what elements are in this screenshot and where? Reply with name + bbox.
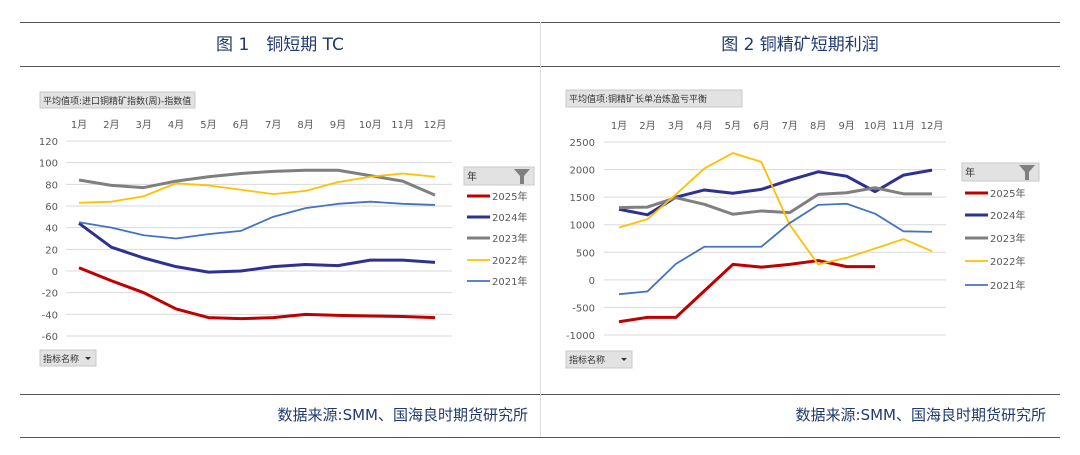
field-button[interactable] <box>39 91 196 109</box>
dropdown-arrow-icon[interactable] <box>621 358 627 361</box>
field-button-label: 平均值项:铜精矿长单冶炼盈亏平衡 <box>569 93 707 105</box>
y-tick-label: 120 <box>39 137 58 148</box>
series-line-2025年 <box>618 259 876 324</box>
x-tick-label: 9月 <box>330 119 346 131</box>
x-tick-label: 12月 <box>921 120 944 132</box>
y-tick-label: -40 <box>42 310 58 321</box>
y-tick-label: -1000 <box>566 331 595 342</box>
series-line-2024年 <box>78 222 436 274</box>
x-tick-label: 6月 <box>753 120 769 132</box>
y-tick-label: -60 <box>42 332 58 343</box>
y-tick-label: 100 <box>39 159 58 170</box>
y-tick-label: 0 <box>52 267 58 278</box>
legend-item-label: 2025年 <box>990 187 1025 200</box>
legend-title: 年 <box>965 166 975 179</box>
row-filter-button[interactable] <box>39 349 97 367</box>
filter-icon[interactable] <box>1019 165 1035 180</box>
series-line-2021年 <box>78 200 436 240</box>
legend-title: 年 <box>467 170 477 183</box>
x-tick-label: 1月 <box>611 120 627 132</box>
series-line-2025年 <box>78 266 436 321</box>
y-tick-label: 0 <box>589 276 595 287</box>
y-tick-label: 500 <box>576 248 595 259</box>
x-tick-label: 7月 <box>265 119 281 131</box>
field-button-label: 平均值项:进口铜精矿指数(周)-指数值 <box>43 95 191 107</box>
series-line-2022年 <box>618 152 933 266</box>
legend-filter-button[interactable] <box>961 162 1040 182</box>
row-filter-button[interactable] <box>565 350 633 369</box>
x-tick-label: 8月 <box>810 120 826 132</box>
x-tick-label: 3月 <box>136 119 152 131</box>
y-tick-label: 2500 <box>570 138 595 149</box>
x-tick-label: 10月 <box>864 120 887 132</box>
field-button[interactable] <box>565 89 743 108</box>
y-tick-label: 1500 <box>570 193 595 204</box>
filter-icon[interactable] <box>514 169 530 184</box>
y-tick-label: 80 <box>45 180 58 191</box>
legend-item-label: 2024年 <box>990 209 1025 222</box>
x-tick-label: 5月 <box>725 120 741 132</box>
legend-item-label: 2021年 <box>492 275 527 288</box>
x-tick-label: 4月 <box>168 119 184 131</box>
legend-item-label: 2023年 <box>990 232 1025 245</box>
panel-divider <box>540 22 541 437</box>
legend-item-label: 2025年 <box>492 190 527 203</box>
y-tick-label: 40 <box>45 224 58 235</box>
x-tick-label: 10月 <box>359 119 382 131</box>
row-filter-label: 指标名称 <box>43 353 79 365</box>
dropdown-arrow-icon[interactable] <box>85 357 91 360</box>
x-tick-label: 12月 <box>424 119 447 131</box>
x-tick-label: 1月 <box>71 119 87 131</box>
x-tick-label: 2月 <box>103 119 119 131</box>
series-line-2022年 <box>78 172 436 204</box>
x-tick-label: 8月 <box>297 119 313 131</box>
legend-item-label: 2023年 <box>492 232 527 245</box>
x-tick-label: 7月 <box>782 120 798 132</box>
y-tick-label: 20 <box>45 245 58 256</box>
chart-1-source: 数据来源:SMM、国海良时期货研究所 <box>277 406 528 424</box>
y-tick-label: -500 <box>572 303 595 314</box>
legend-item-label: 2024年 <box>492 211 527 224</box>
legend-item-label: 2021年 <box>990 279 1025 292</box>
chart-2-title: 图 2 铜精矿短期利润 <box>721 35 879 55</box>
x-tick-label: 9月 <box>838 120 854 132</box>
x-tick-label: 6月 <box>233 119 249 131</box>
y-tick-label: 2000 <box>570 166 595 177</box>
x-tick-label: 11月 <box>892 120 915 132</box>
y-tick-label: -20 <box>42 289 58 300</box>
legend-item-label: 2022年 <box>990 255 1025 268</box>
series-line-2021年 <box>618 202 933 296</box>
y-tick-label: 60 <box>45 202 58 213</box>
chart-2-source: 数据来源:SMM、国海良时期货研究所 <box>795 406 1046 424</box>
legend-item-label: 2022年 <box>492 254 527 267</box>
x-tick-label: 11月 <box>391 119 414 131</box>
x-tick-label: 3月 <box>668 120 684 132</box>
frame-bottom <box>20 437 1060 438</box>
chart-1-title: 图 1 铜短期 TC <box>216 35 344 55</box>
x-tick-label: 2月 <box>639 120 655 132</box>
y-tick-label: 1000 <box>570 221 595 232</box>
x-tick-label: 4月 <box>696 120 712 132</box>
row-filter-label: 指标名称 <box>569 354 605 366</box>
x-tick-label: 5月 <box>200 119 216 131</box>
